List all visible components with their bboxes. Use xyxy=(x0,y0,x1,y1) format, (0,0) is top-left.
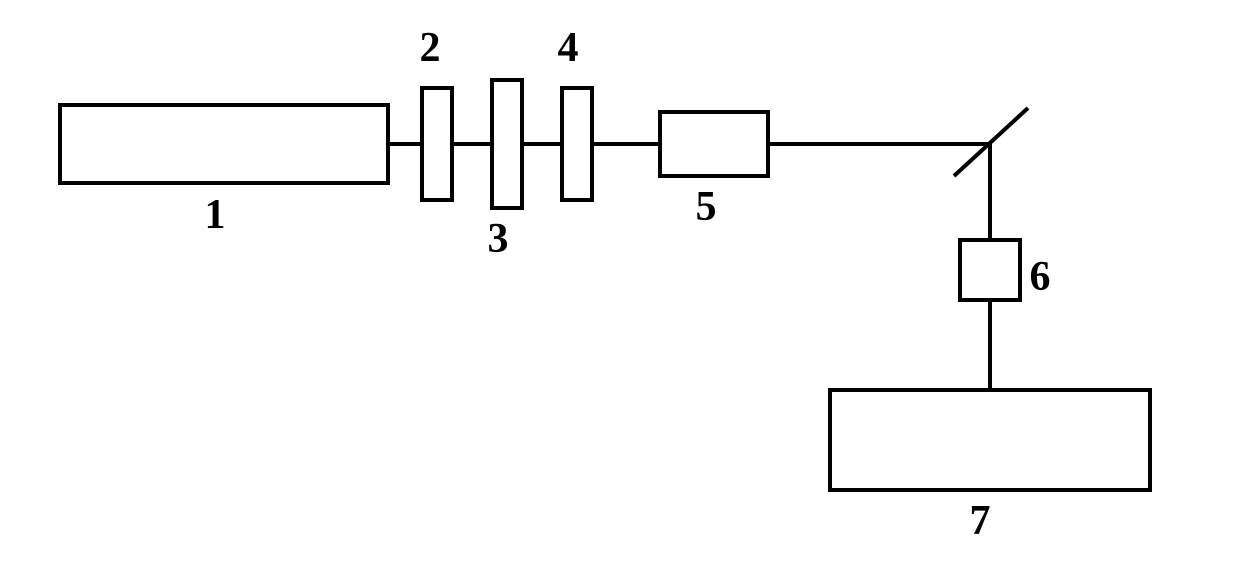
component-5 xyxy=(660,112,768,176)
label-2: 2 xyxy=(420,25,441,71)
label-6: 6 xyxy=(1030,254,1051,300)
label-7: 7 xyxy=(970,498,991,544)
component-7 xyxy=(830,390,1150,490)
component-6 xyxy=(960,240,1020,300)
component-3 xyxy=(492,80,522,208)
label-5: 5 xyxy=(696,184,717,230)
label-1: 1 xyxy=(205,192,226,238)
component-2 xyxy=(422,88,452,200)
label-4: 4 xyxy=(558,25,579,71)
component-1 xyxy=(60,105,388,183)
label-3: 3 xyxy=(488,216,509,262)
component-4 xyxy=(562,88,592,200)
